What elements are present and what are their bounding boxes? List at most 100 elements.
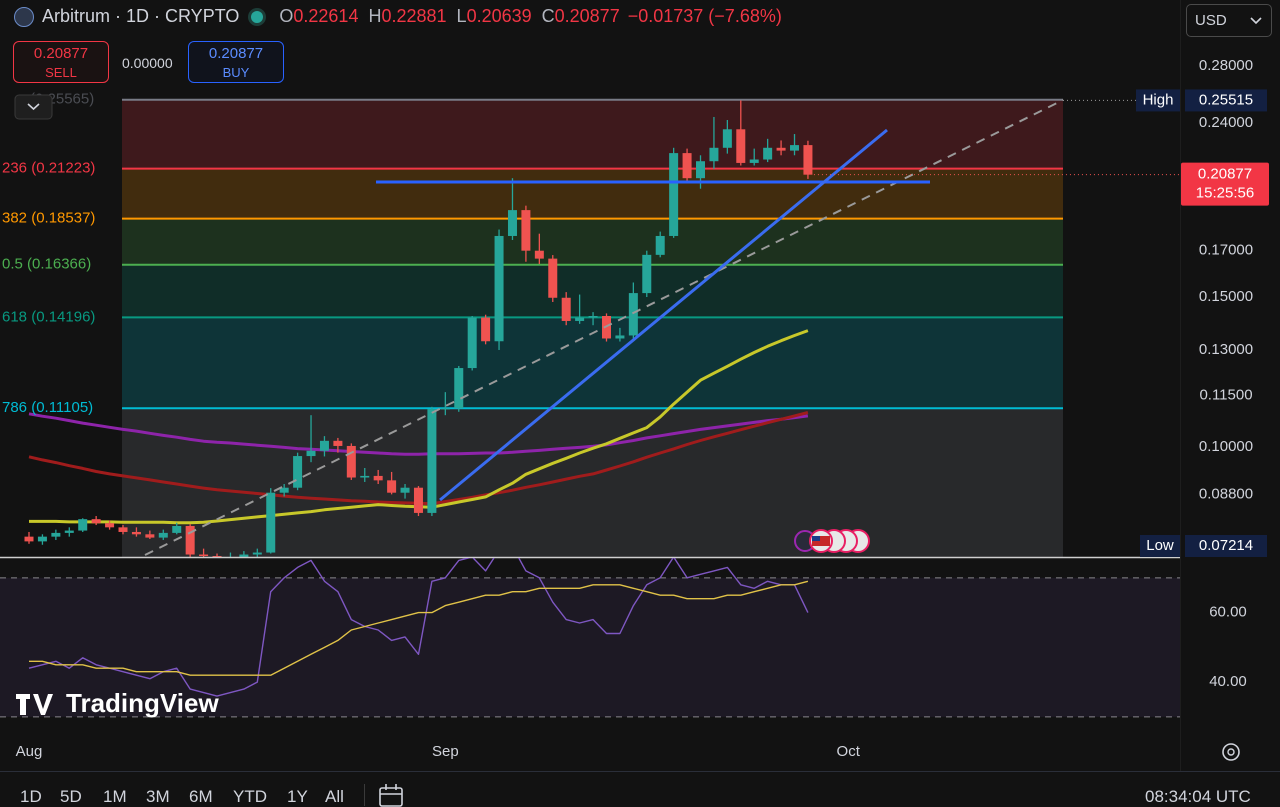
range-button[interactable]: All <box>325 787 344 806</box>
range-button[interactable]: 5D <box>60 787 82 806</box>
candle-body <box>37 536 47 542</box>
ohlc-value: 0.20639 <box>466 6 532 26</box>
fib-zone <box>122 317 1063 409</box>
logo-text: TradingView <box>66 688 219 718</box>
candle-body <box>669 153 679 236</box>
range-button[interactable]: 6M <box>189 787 213 806</box>
candle-body <box>400 487 410 493</box>
candle-body <box>199 554 209 557</box>
last-price-box <box>1181 162 1269 206</box>
buy-button[interactable]: 0.20877 BUY <box>188 41 284 83</box>
candle-body <box>575 317 585 321</box>
currency-select[interactable]: USD <box>1186 4 1272 37</box>
y-tick-label: 0.24000 <box>1199 114 1253 131</box>
candle-body <box>387 480 397 493</box>
candle-body <box>696 161 705 179</box>
sell-price: 0.20877 <box>33 45 89 62</box>
candle-body <box>682 153 692 179</box>
fib-zone <box>122 408 1063 557</box>
buy-price: 0.20877 <box>208 45 264 62</box>
candle-body <box>803 145 813 175</box>
candle-body <box>373 475 383 481</box>
low-label-box <box>1140 535 1180 557</box>
ohlc-label: H <box>368 6 382 26</box>
candle-body <box>413 487 423 513</box>
fib-zone <box>122 168 1063 219</box>
high-value-box <box>1185 89 1267 112</box>
symbol-icon <box>14 6 34 27</box>
currency: USD <box>1195 12 1227 29</box>
moving-average <box>28 412 809 456</box>
ohlc-value: 0.22614 <box>293 6 359 26</box>
candle-body <box>252 552 262 555</box>
candle-body <box>722 129 732 148</box>
chevron <box>1250 17 1262 25</box>
low-label: Low <box>1146 537 1174 554</box>
ohlc-label: C <box>541 6 555 26</box>
low-value-box <box>1185 535 1267 557</box>
trend-dashed <box>144 99 1064 556</box>
rsi-pane <box>0 558 1180 718</box>
candle-body <box>158 532 168 538</box>
fib-label: 0.5 (0.16366) <box>2 256 91 273</box>
candle-body <box>628 293 638 336</box>
logo: TradingView <box>16 688 219 718</box>
candle-body <box>266 492 276 553</box>
candle-body <box>534 250 544 259</box>
candle-body <box>642 254 652 294</box>
candle-body <box>507 210 517 236</box>
high-label-box <box>1136 89 1180 112</box>
sell-button[interactable]: 0.20877 SELL <box>13 41 109 83</box>
candle-body <box>467 317 477 369</box>
event-icons <box>794 529 870 553</box>
candle-body <box>494 235 504 342</box>
candle-body <box>763 147 773 160</box>
candle-body <box>481 317 491 342</box>
candle-body <box>279 487 289 493</box>
spread: 0.00000 <box>122 55 173 71</box>
countdown: 15:25:56 <box>1196 185 1254 202</box>
ohlc-value: 0.20877 <box>554 6 620 26</box>
range-button[interactable]: 1Y <box>287 787 308 806</box>
rsi-line <box>28 558 809 697</box>
candle-body <box>319 440 329 451</box>
rsi-tick-label: 60.00 <box>1209 604 1247 621</box>
candle-body <box>790 145 800 151</box>
clock: 08:34:04 UTC <box>1145 787 1251 806</box>
candle-body <box>776 147 786 151</box>
y-tick-label: 0.13000 <box>1199 341 1253 358</box>
candle-body <box>655 235 665 255</box>
x-tick-label: Sep <box>432 743 459 760</box>
y-tick-label: 0.15000 <box>1199 288 1253 305</box>
range-button[interactable]: 3M <box>146 787 170 806</box>
candle-body <box>440 408 450 410</box>
rsi-tick-label: 40.00 <box>1209 673 1247 690</box>
range-button[interactable]: 1M <box>103 787 127 806</box>
fib-zone <box>122 99 1063 169</box>
buy-label: BUY <box>222 65 250 80</box>
candle-body <box>118 527 128 532</box>
candle-body <box>239 554 249 557</box>
candle-body <box>615 335 625 339</box>
candle-body <box>736 129 746 163</box>
range-button[interactable]: YTD <box>233 787 267 806</box>
candle-body <box>91 519 101 524</box>
ohlc-value: 0.22881 <box>381 6 447 26</box>
candle-body <box>64 530 74 533</box>
drawings <box>144 99 1064 556</box>
collapse-button[interactable] <box>14 94 53 120</box>
settings-icon[interactable] <box>1222 743 1240 761</box>
candle-body <box>346 445 356 478</box>
candle-body <box>105 523 115 528</box>
candle-body <box>131 531 141 535</box>
candle-body <box>51 532 61 537</box>
calendar-icon[interactable] <box>379 784 403 807</box>
fib-label: 236 (0.21223) <box>2 160 95 177</box>
y-tick-label: 0.17000 <box>1199 242 1253 259</box>
candle-body <box>333 440 343 446</box>
candle-body <box>454 368 464 409</box>
ohlc-label: L <box>456 6 467 26</box>
fib-zone <box>122 264 1063 318</box>
range-button[interactable]: 1D <box>20 787 42 806</box>
